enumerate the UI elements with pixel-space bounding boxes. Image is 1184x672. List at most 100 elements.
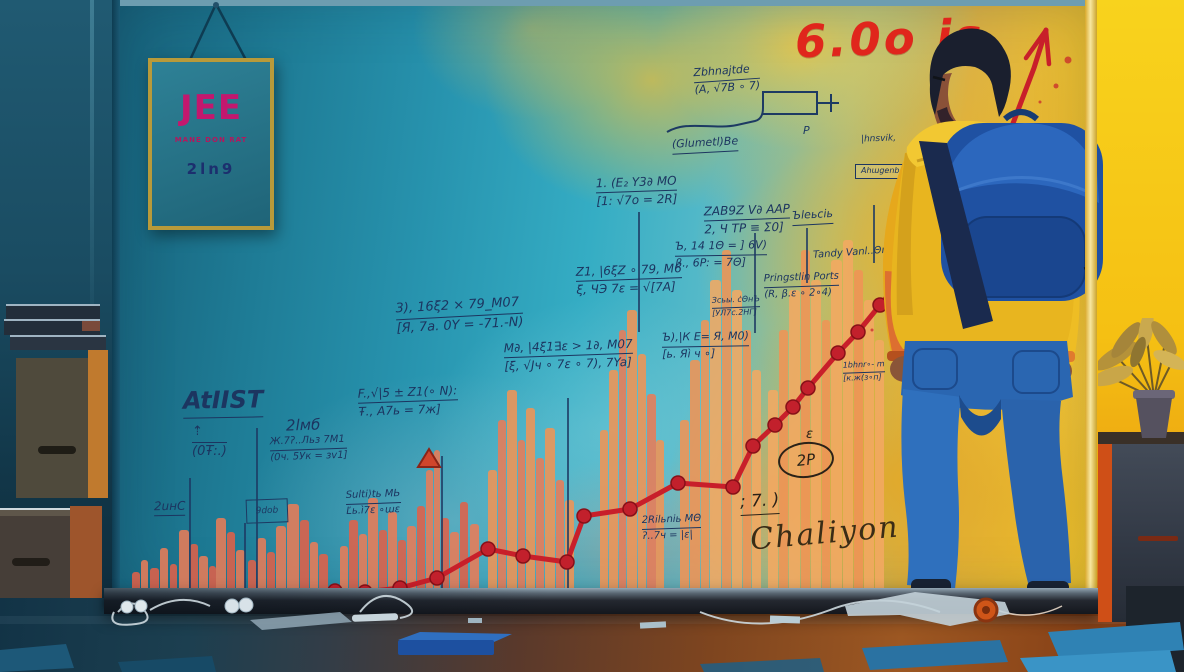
spray-bar <box>379 530 387 590</box>
jeans-left-leg <box>901 389 961 589</box>
spray-bar <box>680 420 689 590</box>
spray-bar <box>710 280 721 590</box>
spray-bar <box>811 280 821 590</box>
spray-bar <box>638 354 646 590</box>
spray-bar <box>556 480 564 590</box>
spray-bar <box>287 504 299 590</box>
spray-bar <box>518 440 525 590</box>
spray-bar <box>843 240 853 590</box>
spray-bar <box>875 340 884 590</box>
spray-bar <box>656 440 664 590</box>
poster-footer: 2ln9 <box>186 160 236 178</box>
spray-bar <box>498 420 506 590</box>
axis-stroke <box>441 456 443 590</box>
spray-bar <box>619 330 626 590</box>
wall-corner-highlight <box>90 0 94 360</box>
spray-bar <box>319 554 328 590</box>
spray-bar <box>526 408 535 590</box>
axis-stroke <box>189 478 191 590</box>
file-cabinet <box>1098 432 1184 622</box>
spray-bar <box>600 430 608 590</box>
poster-subheading: MANE DON RAT <box>174 136 248 144</box>
spray-bar <box>248 560 256 590</box>
axis-stroke <box>256 428 258 590</box>
student-person <box>881 28 1103 637</box>
poster-heading: JEE <box>179 88 243 128</box>
spray-bar <box>141 560 148 590</box>
spray-bar <box>434 450 440 590</box>
whiteboard-bottom-frame <box>104 588 1098 614</box>
spray-bar <box>276 526 286 590</box>
spray-bar <box>441 518 449 590</box>
spray-bar <box>627 310 637 590</box>
whiteboard-right-edge <box>1085 0 1097 602</box>
spray-bar <box>647 394 656 590</box>
formula-annotation: ε <box>806 427 814 442</box>
svg-text:P: P <box>803 124 810 137</box>
spray-bar <box>801 250 810 590</box>
floor-clutter <box>0 592 1184 672</box>
spray-bar <box>732 290 742 590</box>
spray-bar <box>417 506 425 590</box>
spray-bar <box>132 572 140 590</box>
spray-bar <box>545 428 555 590</box>
spray-bar <box>536 458 544 590</box>
spray-bar <box>216 518 226 590</box>
spray-bar <box>407 526 416 590</box>
potted-plant <box>1098 318 1184 438</box>
spray-bar <box>609 370 618 590</box>
spray-bar <box>854 270 863 590</box>
spray-bar <box>426 470 433 590</box>
hair <box>929 28 1011 117</box>
spray-bar <box>257 538 266 590</box>
axis-stroke <box>567 398 569 590</box>
spray-bar <box>160 548 168 590</box>
spray-bar <box>349 520 358 590</box>
cabinet-handle <box>1138 536 1178 541</box>
spray-bar <box>460 502 468 590</box>
backpack-strap <box>919 141 993 329</box>
axis-stroke <box>638 212 640 332</box>
spray-bar <box>565 500 574 590</box>
spray-bar <box>340 546 348 590</box>
spray-bar <box>701 320 709 590</box>
spray-bar <box>690 360 700 590</box>
spray-bar <box>488 470 497 590</box>
spray-bar <box>359 534 367 590</box>
book-stack <box>4 304 106 350</box>
spray-bar <box>209 566 216 590</box>
spray-bar <box>227 532 235 590</box>
axis-stroke <box>873 205 875 263</box>
spray-bar <box>507 390 517 590</box>
spray-bar <box>779 330 788 590</box>
spray-bar <box>768 390 778 590</box>
spray-bar <box>398 540 406 590</box>
whiteboard-top-frame <box>112 0 1097 6</box>
spray-bar <box>722 250 731 590</box>
spray-bar <box>179 530 189 590</box>
spray-bar <box>190 544 198 590</box>
spray-bar <box>236 550 245 590</box>
jee-poster: JEE MANE DON RAT 2ln9 <box>148 58 274 230</box>
spray-bar <box>822 320 830 590</box>
axis-stroke <box>754 233 756 333</box>
spray-bar <box>388 512 397 590</box>
spray-bar <box>789 290 800 590</box>
spray-bar <box>368 498 378 590</box>
spray-bar <box>450 532 459 590</box>
triangle-marker <box>416 447 442 468</box>
spray-bar <box>864 300 874 590</box>
step-function-doodle: P <box>666 91 839 137</box>
spray-bar <box>831 260 842 590</box>
storage-box-top <box>16 350 108 498</box>
poster-string <box>188 2 248 61</box>
spray-bar <box>150 568 159 590</box>
spray-bar <box>310 542 318 590</box>
spray-bar <box>199 556 208 590</box>
axis-stroke <box>806 228 808 283</box>
formula-annotation: ⇡ (0Ŧ:.) <box>192 424 227 459</box>
spray-bar <box>300 520 309 590</box>
